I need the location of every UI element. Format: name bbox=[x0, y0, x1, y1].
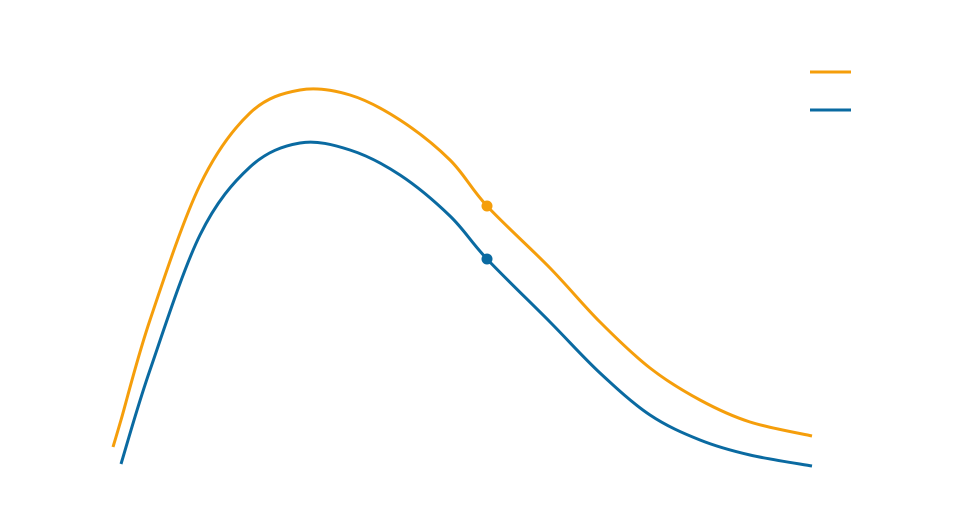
highlight-point bbox=[481, 200, 493, 212]
highlight-point bbox=[481, 253, 493, 265]
series-line bbox=[111, 87, 813, 448]
series-line bbox=[119, 140, 813, 468]
